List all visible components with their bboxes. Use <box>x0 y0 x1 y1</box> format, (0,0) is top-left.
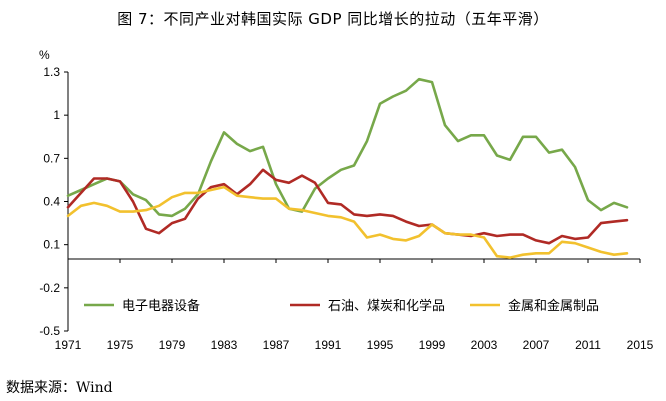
legend-label-2: 石油、煤炭和化学品 <box>328 298 445 314</box>
x-tick-label: 1971 <box>55 338 82 352</box>
y-tick-label: 0.7 <box>43 151 60 165</box>
chart-legend: 电子电器设备 石油、煤炭和化学品 金属和金属制品 <box>84 298 599 314</box>
x-tick-label: 1979 <box>159 338 186 352</box>
y-tick-label: 1 <box>53 108 60 122</box>
x-tick-label: 1999 <box>419 338 446 352</box>
x-tick-label: 1975 <box>107 338 134 352</box>
y-tick-label: 0.4 <box>43 195 60 209</box>
series-line-3 <box>66 185 629 259</box>
x-tick-label: 1991 <box>315 338 342 352</box>
x-tick-label: 1987 <box>263 338 290 352</box>
chart-title: 图 7：不同产业对韩国实际 GDP 同比增长的拉动（五年平滑） <box>117 10 549 28</box>
y-axis-label: % <box>39 48 50 62</box>
x-tick-label: 1983 <box>211 338 238 352</box>
chart-series <box>66 77 629 259</box>
x-tick-label: 1995 <box>367 338 394 352</box>
y-tick-label: 0.1 <box>43 238 60 252</box>
data-source: 数据来源：Wind <box>6 380 113 396</box>
y-tick-label: 1.3 <box>43 65 60 79</box>
y-tick-label: -0.5 <box>39 324 60 338</box>
legend-label-1: 电子电器设备 <box>122 298 200 314</box>
x-tick-label: 2003 <box>471 338 498 352</box>
y-tick-label: -0.2 <box>39 281 60 295</box>
x-tick-label: 2015 <box>627 338 654 352</box>
series-line-2 <box>66 168 629 245</box>
x-tick-label: 2011 <box>575 338 601 352</box>
legend-label-3: 金属和金属制品 <box>508 298 599 314</box>
x-tick-label: 2007 <box>523 338 550 352</box>
series-line-1 <box>66 77 629 218</box>
